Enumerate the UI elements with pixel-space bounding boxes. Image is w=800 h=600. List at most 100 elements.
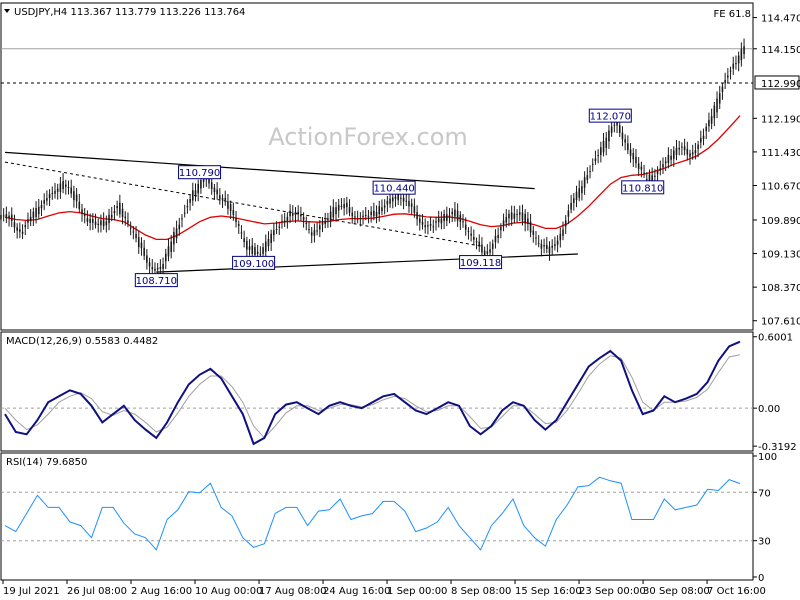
time-tick-label: 19 Jul 2021 — [3, 586, 60, 597]
candle-body — [735, 63, 737, 65]
candle-body — [664, 161, 667, 164]
candle-body — [59, 183, 62, 192]
candle-body — [243, 238, 245, 243]
candle-body — [129, 227, 132, 229]
candle-body — [408, 200, 410, 207]
price-candles — [0, 38, 745, 278]
candle-body — [232, 209, 235, 215]
candle-body — [48, 193, 51, 199]
chart-header: USDJPY,H4 113.367 113.779 113.226 113.76… — [4, 7, 751, 20]
macd-tick-label: 0.6001 — [758, 333, 793, 344]
candle-body — [162, 263, 164, 270]
candle-body — [402, 197, 405, 202]
price-tick-label: 109.890 — [761, 216, 800, 227]
candle-body — [92, 219, 94, 223]
candle-body — [689, 153, 691, 157]
candle-body — [289, 210, 291, 217]
candle-body — [632, 152, 635, 160]
candle-body — [410, 203, 413, 207]
candle-body — [97, 223, 100, 225]
candle-body — [294, 211, 297, 216]
candle-body — [545, 244, 548, 249]
candle-body — [275, 228, 278, 230]
candle-body — [213, 187, 216, 193]
candle-body — [224, 197, 227, 200]
candle-body — [489, 249, 491, 253]
candle-body — [192, 190, 194, 201]
candle-body — [608, 130, 610, 142]
candle-body — [251, 245, 254, 254]
candle-body — [281, 221, 283, 223]
candle-body — [194, 190, 197, 195]
candle-body — [616, 120, 618, 126]
candle-body — [459, 214, 462, 222]
time-tick-label: 30 Sep 08:00 — [643, 586, 710, 597]
candle-body — [651, 175, 653, 181]
candle-body — [8, 215, 10, 219]
candle-body — [267, 238, 270, 247]
candle-body — [497, 234, 499, 239]
annotation-box — [178, 165, 222, 180]
candle-body — [102, 220, 105, 227]
time-tick-label: 24 Aug 16:00 — [323, 586, 390, 597]
candle-body — [389, 198, 391, 204]
indicator-tag: FE 61.8 — [713, 9, 751, 20]
time-tick-label: 1 Sep 00:00 — [387, 586, 447, 597]
candle-body — [573, 198, 575, 203]
candle-body — [554, 244, 556, 247]
candle-body — [154, 268, 156, 271]
candle-body — [446, 214, 448, 221]
candle-body — [310, 232, 313, 236]
price-panel[interactable] — [0, 2, 754, 331]
rsi-tick-label: 70 — [758, 488, 771, 499]
candle-body — [246, 240, 248, 250]
price-tick-label: 111.430 — [761, 148, 800, 159]
time-tick-label: 15 Sep 16:00 — [515, 586, 582, 597]
candle-body — [624, 139, 626, 143]
candle-body — [386, 200, 389, 205]
candle-body — [656, 170, 659, 175]
candle-body — [305, 222, 308, 224]
candle-body — [321, 222, 324, 225]
time-axis: 19 Jul 2021 26 Jul 08:00 2 Aug 16:00 10 Aug… — [2, 580, 766, 597]
candle-body — [381, 207, 383, 212]
macd-panel[interactable] — [0, 331, 754, 452]
candle-body — [543, 245, 545, 247]
time-tick-label: 2 Aug 16:00 — [131, 586, 192, 597]
candle-body — [383, 205, 386, 208]
candle-body — [78, 201, 81, 209]
candle-body — [291, 212, 294, 216]
candle-body — [21, 231, 24, 234]
candle-body — [262, 247, 264, 254]
candle-body — [575, 191, 578, 200]
candle-body — [421, 221, 424, 225]
candle-body — [429, 224, 432, 226]
candle-body — [621, 132, 624, 140]
candle-body — [24, 225, 27, 228]
candle-body — [67, 186, 70, 188]
candle-body — [108, 214, 110, 224]
candle-body — [70, 187, 73, 194]
candle-body — [708, 119, 710, 127]
candle-body — [132, 231, 135, 233]
candle-body — [40, 205, 43, 209]
candle-body — [700, 137, 702, 143]
candle-body — [645, 178, 648, 180]
candle-body — [337, 204, 340, 211]
price-tick-label: 109.130 — [761, 250, 800, 261]
candle-body — [400, 197, 402, 199]
candle-body — [718, 93, 721, 104]
candle-body — [151, 266, 154, 270]
candle-body — [175, 228, 178, 239]
candle-body — [418, 218, 421, 223]
candle-body — [356, 218, 359, 220]
candle-body — [578, 188, 581, 198]
candle-body — [691, 152, 694, 155]
candle-body — [610, 126, 613, 133]
dropdown-triangle-icon[interactable] — [4, 9, 10, 13]
price-tick-label: 110.670 — [761, 182, 800, 193]
candle-body — [202, 179, 205, 182]
rsi-panel[interactable] — [0, 452, 754, 581]
candle-body — [216, 189, 218, 195]
candle-body — [254, 247, 256, 255]
